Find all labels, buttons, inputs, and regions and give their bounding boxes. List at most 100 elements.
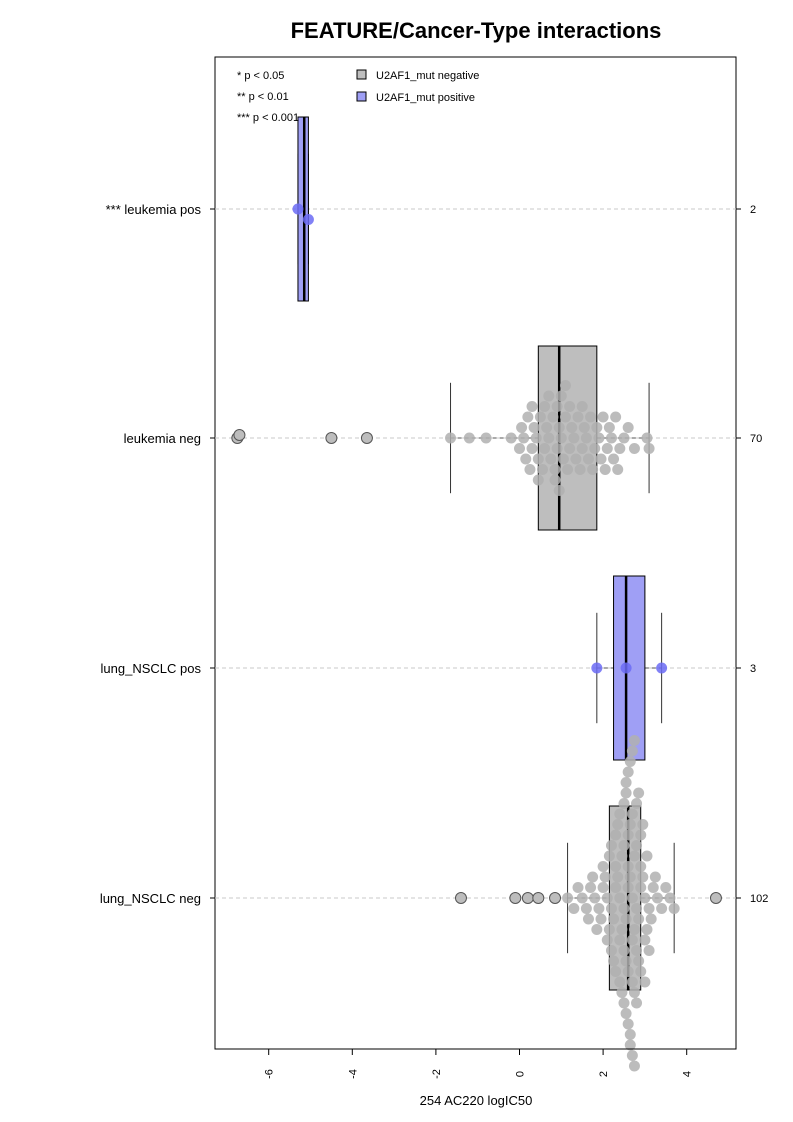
group-count: 102 (750, 893, 768, 905)
data-point (528, 422, 540, 433)
data-point (580, 903, 592, 914)
data-point (576, 401, 588, 412)
data-point (628, 735, 640, 746)
data-point (463, 432, 475, 444)
data-point (559, 411, 571, 423)
data-point (585, 882, 597, 893)
data-point (547, 411, 559, 423)
data-point (626, 808, 638, 820)
data-point (639, 976, 651, 988)
data-point (445, 432, 457, 444)
legend-swatch (356, 69, 367, 80)
x-tick-label: 4 (682, 1071, 694, 1077)
data-point (532, 453, 544, 465)
data-point (645, 913, 657, 925)
data-point (505, 432, 517, 444)
data-point (620, 787, 632, 799)
data-point (599, 871, 611, 883)
data-point (656, 903, 668, 914)
data-point (292, 203, 304, 215)
data-point (628, 850, 640, 862)
x-tick-label: 2 (598, 1071, 610, 1077)
data-point (622, 829, 634, 841)
data-point (574, 464, 586, 475)
data-point (526, 443, 538, 454)
outlier-point (325, 432, 338, 444)
data-point (605, 432, 617, 444)
data-point (572, 882, 584, 893)
data-point (616, 850, 628, 862)
outlier-point (709, 892, 722, 904)
x-tick-label: -4 (347, 1069, 359, 1079)
data-point (595, 913, 607, 925)
data-point (647, 882, 659, 893)
data-point (591, 422, 603, 433)
data-point (633, 913, 645, 925)
outlier-point (454, 892, 467, 904)
data-point (545, 453, 557, 465)
data-point (553, 422, 565, 433)
data-point (649, 871, 661, 883)
data-point (576, 892, 588, 904)
data-point (557, 453, 569, 465)
data-point (631, 840, 643, 851)
data-point (610, 861, 622, 872)
data-point (628, 924, 640, 935)
outlier-point (360, 432, 373, 444)
data-point (616, 924, 628, 935)
significance-entry: *** p < 0.001 (237, 112, 299, 124)
significance-legend: * p < 0.05 ** p < 0.01 *** p < 0.001 (237, 70, 299, 124)
data-point (618, 903, 630, 914)
data-point (555, 390, 567, 402)
data-point (595, 453, 607, 465)
data-point (622, 766, 634, 778)
data-point (608, 955, 620, 967)
data-point (593, 432, 605, 444)
data-point (589, 443, 601, 454)
data-point (555, 432, 567, 444)
legend-label: U2AF1_mut positive (376, 92, 475, 104)
data-point (580, 432, 592, 444)
x-axis-label: 254 AC220 logIC50 (420, 1093, 533, 1108)
data-point (302, 214, 314, 225)
data-point (643, 945, 655, 956)
data-point (603, 422, 615, 433)
data-point (605, 945, 617, 956)
data-point (624, 871, 636, 883)
data-point (626, 1050, 638, 1061)
data-point (582, 453, 594, 465)
data-point (532, 474, 544, 486)
data-point (637, 871, 649, 883)
outlier-point (509, 892, 522, 904)
data-point (620, 662, 632, 674)
data-point (591, 924, 603, 935)
data-point (539, 401, 551, 412)
significance-entry: ** p < 0.01 (237, 91, 289, 103)
data-point (610, 829, 622, 841)
data-point (582, 913, 594, 925)
data-point (624, 1029, 636, 1040)
data-point (597, 411, 609, 423)
legend-label: U2AF1_mut negative (376, 70, 479, 82)
data-point (639, 934, 651, 946)
data-point (643, 903, 655, 914)
data-point (518, 432, 530, 444)
data-point (626, 934, 638, 946)
group-label: lung_NSCLC pos (101, 661, 202, 676)
data-point (576, 443, 588, 454)
data-point (578, 422, 590, 433)
data-point (631, 997, 643, 1009)
data-point (614, 934, 626, 946)
outlier-point (549, 892, 562, 904)
data-point (480, 432, 492, 444)
group-count: 3 (750, 663, 756, 675)
data-point (564, 401, 576, 412)
data-point (524, 464, 536, 475)
legend: U2AF1_mut negative U2AF1_mut positive (356, 69, 479, 104)
data-point (618, 840, 630, 851)
data-point (526, 401, 538, 412)
data-point (572, 411, 584, 423)
data-point (622, 1018, 634, 1030)
data-point (628, 987, 640, 998)
data-point (562, 464, 574, 475)
